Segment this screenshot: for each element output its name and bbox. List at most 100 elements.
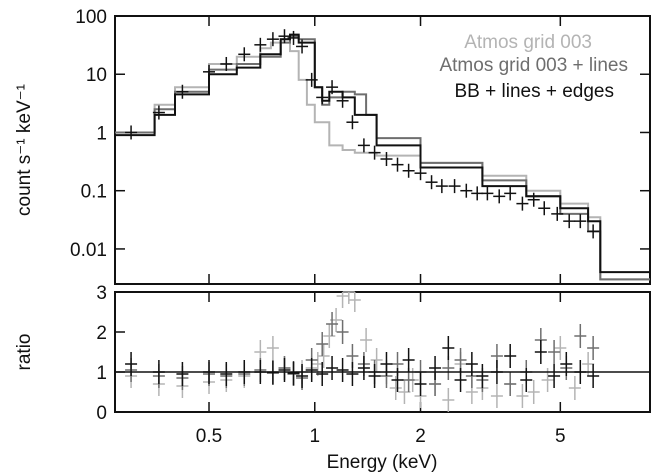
ratio-data-point [326,356,339,380]
spectrum-data-point [574,214,587,229]
spectrum-data-point [203,64,216,79]
spectrum-y-tick-label: 10 [86,65,107,86]
spectrum-data-point [481,186,494,201]
ratio-data-point [176,362,189,386]
x-tick-label: 0.5 [196,426,222,447]
ratio-data-point [527,380,540,404]
ratio-data-point [442,336,455,360]
spectrum-y-tick-label: 0.01 [70,240,107,261]
ratio-y-tick-label: 0 [96,403,107,424]
ratio-data-point [266,336,279,360]
spectrum-data-point [254,37,267,52]
ratio-panel-frame [114,291,651,413]
ratio-data-point [336,358,349,382]
ratio-data-point [326,312,339,336]
spectrum-data-point [326,80,339,95]
ratio-data-point [278,358,291,382]
spectrum-y-tick-label: 0.1 [81,182,107,203]
spectrum-data-point [563,214,576,229]
ratio-data-point [568,376,581,400]
spectrum-y-axis-label: count s⁻¹ keV⁻¹ [14,84,35,216]
ratio-data-point [296,364,309,388]
spectrum-panel-frame [114,15,651,285]
ratio-data-point [587,364,600,388]
spectrum-data-point [266,32,279,47]
spectrum-data-point [460,183,473,198]
ratio-data-point [348,292,361,312]
ratio-data-point [368,364,381,388]
ratio-data-point [346,362,359,386]
ratio-data-point [370,348,383,372]
spectrum-y-tick-label: 100 [75,7,107,28]
spectrum-data-point [504,186,517,201]
ratio-data-point [574,324,587,348]
x-tick-label: 2 [415,426,426,447]
spectrum-data-point [220,56,233,71]
ratio-data-point [336,292,349,308]
legend-item-bb: BB + lines + edges [455,81,615,102]
ratio-series [125,291,600,412]
spectrum-data-point [402,163,415,178]
spectrum-data-point [296,39,309,54]
spectrum-data-point [527,192,540,207]
spectrum-data-point [287,30,300,45]
spectrum-data-point [346,115,359,130]
x-tick-label: 5 [555,426,566,447]
spectrum-data-point [493,189,506,204]
ratio-y-tick-label: 1 [96,363,107,384]
ratio-data-point [357,356,370,380]
ratio-data-point [476,364,489,388]
spectrum-data-point [448,179,461,194]
ratio-data-point [442,388,455,412]
ratio-data-point [266,360,279,385]
ratio-data-point [316,362,329,386]
ratio-data-point [323,324,336,348]
ratio-y-tick-label: 3 [96,283,107,304]
spectrum-data-point [278,29,291,44]
ratio-y-ticks: 0 1 2 3 [96,283,125,424]
spectrum-y-tick-label: 1 [96,123,107,144]
spectrum-data-point [368,145,381,160]
ratio-data-point [429,356,442,380]
spectrum-data-point [380,152,393,167]
legend: Atmos grid 003 Atmos grid 003 + lines BB… [439,32,628,102]
legend-item-atmos-lines: Atmos grid 003 + lines [439,55,628,76]
x-axis-ticks: 0.5 1 2 5 [196,16,566,447]
spectrum-model-line [115,33,650,274]
spectrum-data-point [391,157,404,172]
ratio-data-point [360,328,373,352]
ratio-data-point [287,361,300,386]
legend-item-atmos: Atmos grid 003 [464,32,592,53]
ratio-data-point [305,358,318,382]
spectrum-data-point [471,186,484,201]
spectrum-data-point [435,179,448,194]
spectrum-data-point [176,84,189,99]
spectrum-data-point [316,90,329,105]
ratio-data-point [548,340,561,364]
ratio-data-point [402,348,415,372]
ratio-data-point [316,332,329,356]
spectrum-data-point [425,175,438,190]
ratio-data-point [342,291,355,304]
spectrum-data-point [587,224,600,239]
ratio-data-point [504,372,517,396]
spectrum-data-point [336,93,349,108]
ratio-data-point [317,344,330,368]
x-tick-label: 1 [309,426,320,447]
ratio-y-tick-label: 2 [96,323,107,344]
x-axis-label: Energy (keV) [327,452,438,473]
ratio-data-point [220,362,233,386]
ratio-data-point [516,384,529,408]
ratio-data-point [414,372,427,396]
ratio-data-point [548,364,561,388]
spectrum-data-point [551,206,564,221]
spectrum-y-ticks: 100 10 1 0.1 0.01 [70,7,650,261]
spectrum-data-point [238,47,251,62]
ratio-data-point [534,340,547,364]
ratio-data-point [336,320,349,344]
ratio-data-point [587,336,600,360]
spectrum-data-point [152,105,165,120]
ratio-data-point [504,344,517,368]
spectrum-data-point [357,138,370,153]
